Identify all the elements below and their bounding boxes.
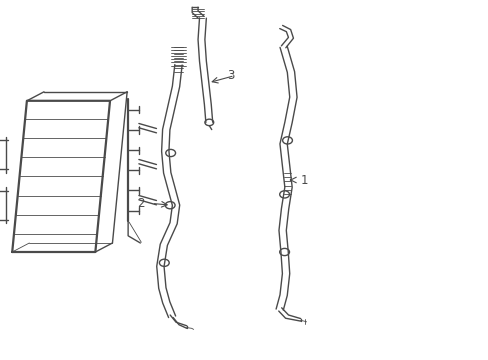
Text: 3: 3 — [227, 69, 234, 82]
Text: 1: 1 — [300, 174, 307, 186]
Text: 2: 2 — [137, 197, 144, 210]
